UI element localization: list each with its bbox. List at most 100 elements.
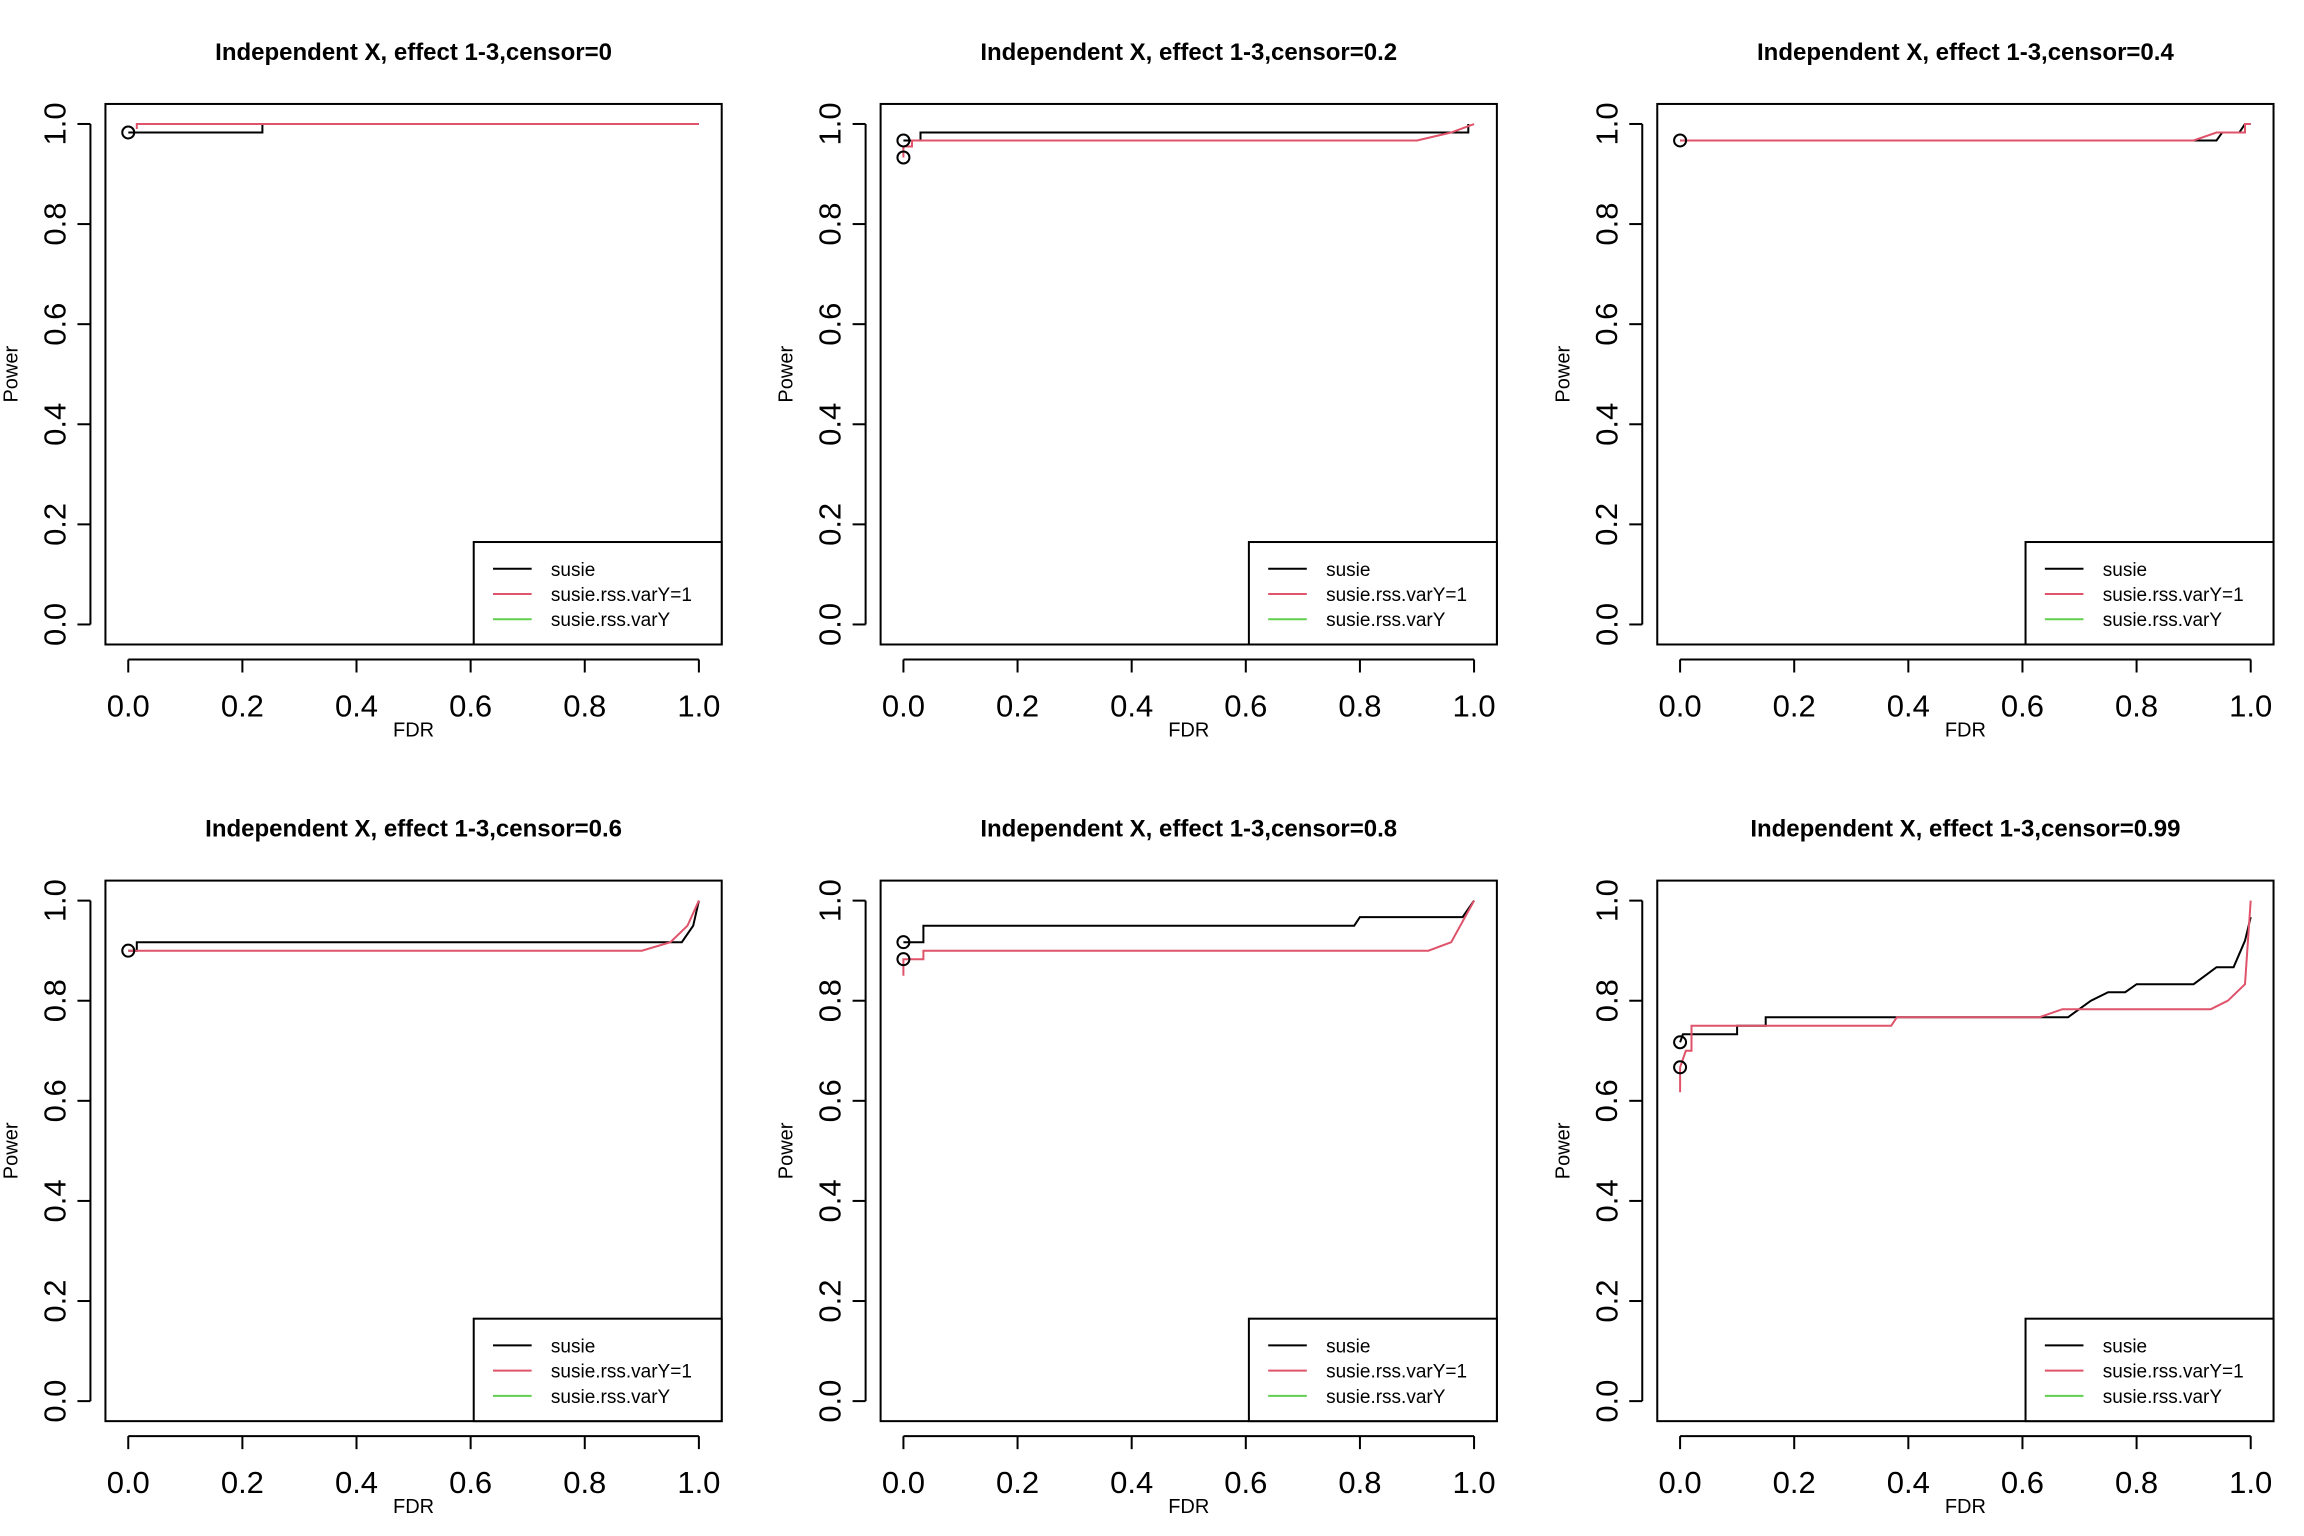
legend-box (472, 541, 723, 646)
x-axis-label: FDR (393, 1496, 434, 1518)
y-tick-label: 1.0 (37, 879, 72, 922)
legend-label: susie.rss.varY (1326, 1387, 1446, 1408)
y-tick-label: 0.0 (1589, 603, 1624, 646)
x-tick-label: 0.8 (2115, 688, 2158, 723)
x-tick-label: 0.0 (1659, 1465, 1702, 1500)
y-tick-label: 1.0 (813, 879, 848, 922)
x-axis-label: FDR (393, 720, 434, 742)
y-tick-label: 0.0 (1589, 1380, 1624, 1423)
plot-frame (1656, 102, 2275, 646)
y-tick-label: 0.2 (37, 1279, 72, 1322)
y-tick-label: 0.6 (37, 303, 72, 346)
legend-label: susie.rss.varY=1 (2103, 1362, 2244, 1383)
y-axis-label: Power (776, 1122, 798, 1179)
series-start-marker (896, 150, 911, 165)
x-tick-label: 0.2 (221, 688, 264, 723)
x-tick-label: 0.0 (107, 688, 150, 723)
y-tick-label: 0.4 (1589, 403, 1624, 446)
x-tick-label: 1.0 (1453, 688, 1496, 723)
x-tick-label: 1.0 (2229, 688, 2272, 723)
x-tick-label: 0.6 (2001, 688, 2044, 723)
y-tick-label: 0.4 (813, 403, 848, 446)
legend-label: susie.rss.varY (551, 1387, 671, 1408)
legend-box (1247, 541, 1498, 646)
plot-frame (104, 102, 723, 646)
legend-label: susie.rss.varY=1 (551, 1362, 692, 1383)
x-tick-label: 0.0 (882, 1465, 925, 1500)
chart-panel: Independent X, effect 1-3,censor=0.99 0.0… (1552, 816, 2275, 1518)
x-tick-label: 1.0 (2229, 1465, 2272, 1500)
series-line (128, 900, 700, 952)
legend-label: susie.rss.varY=1 (1326, 1362, 1467, 1383)
panel-title: Independent X, effect 1-3,censor=0.2 (980, 39, 1397, 66)
x-tick-label: 0.2 (996, 1465, 1039, 1500)
x-axis-label: FDR (1945, 720, 1986, 742)
x-tick-label: 0.4 (1887, 1465, 1930, 1500)
x-tick-label: 0.8 (2115, 1465, 2158, 1500)
chart-panel: Independent X, effect 1-3,censor=0.4 0.0 0… (1552, 39, 2275, 742)
legend-label: susie (1326, 560, 1370, 581)
y-axis-label: Power (1552, 1122, 1574, 1179)
x-tick-label: 0.2 (1773, 688, 1816, 723)
legend-label: susie.rss.varY=1 (551, 585, 692, 606)
y-tick-label: 0.6 (1589, 303, 1624, 346)
x-tick-label: 0.0 (107, 1465, 150, 1500)
series-line (1680, 123, 2251, 142)
panel-title: Independent X, effect 1-3,censor=0.4 (1757, 39, 2174, 66)
legend-label: susie (551, 560, 595, 581)
y-tick-label: 0.0 (37, 603, 72, 646)
y-tick-label: 0.0 (813, 603, 848, 646)
x-tick-label: 0.6 (449, 688, 492, 723)
y-tick-label: 0.2 (37, 503, 72, 546)
y-axis-label: Power (0, 346, 22, 403)
y-tick-label: 0.8 (37, 203, 72, 246)
legend-label: susie (2103, 560, 2147, 581)
y-axis-label: Power (1552, 346, 1574, 403)
series-start-marker (1673, 1060, 1688, 1075)
series-start-marker (121, 125, 136, 140)
x-tick-label: 0.2 (221, 1465, 264, 1500)
series-line (135, 123, 699, 129)
x-tick-label: 0.6 (1224, 1465, 1267, 1500)
legend-label: susie.rss.varY (2103, 1387, 2223, 1408)
y-tick-label: 0.6 (813, 303, 848, 346)
panel-title: Independent X, effect 1-3,censor=0.6 (205, 816, 622, 843)
y-axis-label: Power (776, 346, 798, 403)
y-tick-label: 0.4 (1589, 1179, 1624, 1222)
x-tick-label: 0.2 (996, 688, 1039, 723)
chart-panel: Independent X, effect 1-3,censor=0.6 0.0 0… (0, 816, 723, 1518)
legend-label: susie.rss.varY (1326, 610, 1446, 631)
x-axis-label: FDR (1945, 1496, 1986, 1518)
series-line (1679, 916, 2252, 1043)
y-tick-label: 0.8 (1589, 203, 1624, 246)
plot-frame (879, 879, 1498, 1423)
y-tick-label: 0.8 (37, 979, 72, 1022)
x-tick-label: 1.0 (1453, 1465, 1496, 1500)
panel-title: Independent X, effect 1-3,censor=0.99 (1750, 816, 2180, 843)
series-line (1680, 123, 2251, 142)
x-tick-label: 0.6 (449, 1465, 492, 1500)
y-tick-label: 0.4 (813, 1179, 848, 1222)
x-tick-label: 0.6 (1224, 688, 1267, 723)
plot-frame (1656, 879, 2275, 1423)
x-tick-label: 0.4 (335, 1465, 378, 1500)
y-tick-label: 1.0 (813, 102, 848, 145)
y-tick-label: 0.8 (813, 203, 848, 246)
x-tick-label: 0.8 (563, 1465, 606, 1500)
plot-frame (104, 879, 723, 1423)
y-axis-label: Power (0, 1122, 22, 1179)
legend-label: susie (551, 1336, 595, 1357)
x-tick-label: 0.8 (1338, 688, 1381, 723)
series-line (128, 123, 699, 134)
series-line (902, 123, 1475, 158)
legend-label: susie.rss.varY (2103, 610, 2223, 631)
y-tick-label: 0.6 (813, 1079, 848, 1122)
x-tick-label: 0.4 (1110, 688, 1153, 723)
x-tick-label: 0.4 (1887, 688, 1930, 723)
panel-title: Independent X, effect 1-3,censor=0.8 (980, 816, 1397, 843)
series-line (128, 900, 700, 952)
chart-panel: Independent X, effect 1-3,censor=0 0.0 0.2… (0, 39, 723, 742)
panel-title: Independent X, effect 1-3,censor=0 (215, 39, 612, 66)
plot-frame (879, 102, 1498, 646)
y-tick-label: 0.2 (1589, 1279, 1624, 1322)
